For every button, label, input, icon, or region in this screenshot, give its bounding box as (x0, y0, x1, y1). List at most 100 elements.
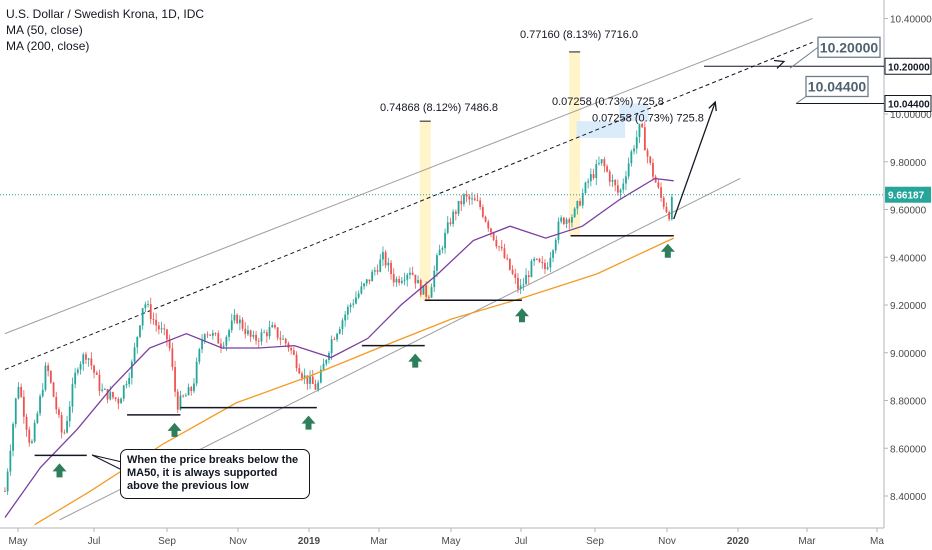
trend-channel (4, 18, 813, 521)
candle-body (641, 123, 644, 128)
legend-title: U.S. Dollar / Swedish Krona, 1D, IDC (6, 7, 205, 21)
candle-body (63, 432, 66, 434)
candle-body (344, 314, 347, 321)
candle-body (643, 127, 646, 151)
candle-body (463, 194, 465, 205)
candle-body (660, 187, 662, 198)
candle-body (214, 332, 217, 334)
candle-body (471, 198, 473, 200)
candle-body (665, 206, 668, 213)
candle-body (619, 189, 622, 193)
chart-legend: U.S. Dollar / Swedish Krona, 1D, IDC MA … (6, 6, 204, 54)
candle-body (549, 257, 552, 268)
candle-body (193, 383, 195, 392)
candle-body (136, 336, 139, 348)
candle-body (670, 197, 673, 220)
candle-body (125, 384, 128, 386)
candle-body (4, 491, 6, 493)
candle-body (14, 398, 17, 425)
candle-body (263, 332, 266, 334)
price-tag-0: 10.20000 (888, 62, 930, 73)
candle-body (382, 252, 384, 260)
price-axis: 8.40000 8.60000 8.80000 9.00000 9.20000 9.400… (884, 15, 932, 503)
annotation-note: When the price breaks below the MA50, it… (120, 449, 310, 499)
candle-body (417, 280, 419, 284)
candle-body (203, 334, 206, 341)
candle-body (17, 386, 20, 399)
candle-body (336, 333, 338, 340)
candle-body (98, 374, 101, 391)
y-tick-label: 8.40000 (890, 492, 927, 503)
candle-body (309, 376, 311, 384)
candle-body (530, 261, 533, 278)
candle-body (541, 261, 544, 264)
measure-label-1: 0.77160 (8.13%) 7716.0 (520, 29, 638, 41)
x-tick-label: Sep (586, 536, 604, 547)
price-tag-1: 10.04400 (888, 99, 930, 110)
up-arrow-icon (52, 463, 67, 478)
candle-body (241, 319, 244, 329)
price-tag-box-0 (884, 57, 932, 75)
up-arrow-shape (514, 308, 529, 323)
candle-body (274, 325, 276, 328)
candle-body (657, 182, 660, 188)
candle-body (379, 259, 382, 272)
candle-body (325, 359, 328, 364)
candle-body (211, 332, 214, 336)
measure-highlight-0 (419, 121, 431, 301)
y-tick-label: 9.40000 (890, 253, 927, 264)
candle-body (522, 284, 525, 286)
candle-body (614, 180, 617, 186)
candle-body (152, 318, 155, 320)
candle-body (562, 217, 565, 224)
candle-body (371, 271, 374, 282)
candle-body (508, 258, 511, 270)
candle-body (468, 196, 471, 200)
candle-body (576, 201, 579, 209)
candle-body (338, 329, 341, 334)
y-tick-label: 9.60000 (890, 206, 927, 217)
x-tick-label: Mar (370, 536, 388, 547)
candle-body (565, 219, 568, 224)
y-tick-label: 8.60000 (890, 444, 927, 455)
measure-label-3: 0.07258 (0.73%) 725.8 (592, 112, 704, 124)
candle-body (495, 239, 498, 247)
candle-body (120, 398, 122, 404)
candle-body (552, 250, 554, 258)
candle-body (187, 387, 190, 396)
up-arrow-shape (660, 243, 675, 258)
candle-body (230, 320, 233, 331)
measurement-highlights (419, 51, 649, 301)
candle-body (306, 375, 309, 384)
candle-body (473, 198, 476, 201)
candle-body (436, 255, 438, 271)
candle-body (238, 319, 241, 324)
candle-body (60, 414, 63, 433)
candle-body (444, 232, 446, 249)
candle-body (109, 391, 112, 400)
candle-body (314, 384, 317, 390)
candle-body (484, 216, 487, 222)
current-price-tag-box (885, 186, 931, 203)
target-box-0 (576, 121, 626, 138)
candle-body (490, 228, 492, 233)
candle-body (625, 176, 627, 184)
candle-body (376, 270, 379, 272)
x-tick-label: Ma (870, 536, 884, 547)
candle-body (247, 330, 249, 335)
candle-body (141, 308, 144, 326)
candle-body (76, 369, 79, 373)
candle-body (498, 246, 500, 248)
candle-body (276, 327, 279, 338)
candle-body (122, 385, 125, 399)
candle-body (449, 222, 452, 224)
candle-body (90, 358, 93, 366)
candle-body (106, 389, 109, 400)
candle-body (71, 384, 74, 407)
candle-body (487, 221, 490, 229)
up-arrow-icon (514, 308, 529, 323)
candle-body (130, 361, 133, 378)
y-tick-label: 10.00000 (890, 110, 932, 121)
candle-body (422, 285, 425, 295)
up-arrow-icon (301, 415, 316, 430)
